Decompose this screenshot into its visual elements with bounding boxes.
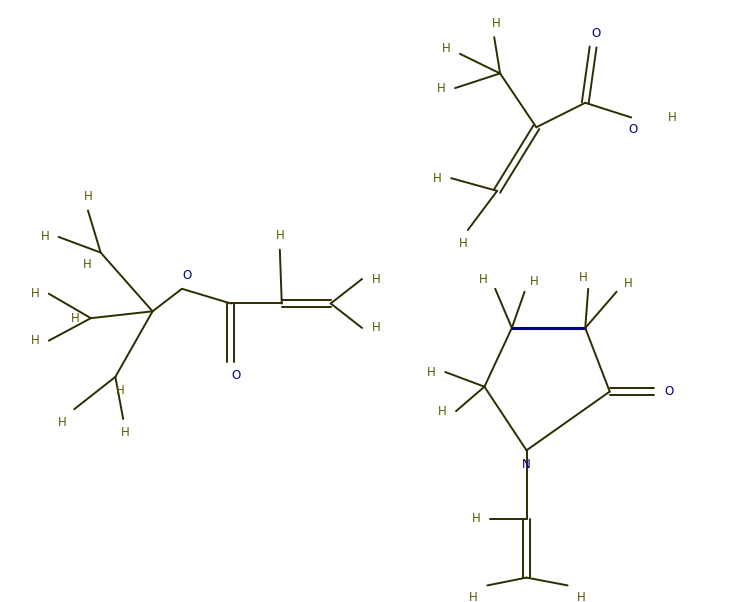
- Text: H: H: [41, 231, 50, 243]
- Text: H: H: [121, 426, 130, 439]
- Text: H: H: [668, 111, 677, 124]
- Text: H: H: [472, 512, 481, 526]
- Text: H: H: [438, 405, 447, 418]
- Text: H: H: [459, 237, 467, 250]
- Text: H: H: [116, 384, 125, 397]
- Text: H: H: [71, 312, 79, 324]
- Text: H: H: [371, 321, 380, 335]
- Text: O: O: [591, 26, 601, 40]
- Text: H: H: [577, 591, 585, 602]
- Text: O: O: [182, 268, 192, 282]
- Text: H: H: [371, 273, 380, 285]
- Text: H: H: [530, 276, 539, 288]
- Text: H: H: [442, 43, 451, 55]
- Text: H: H: [579, 270, 588, 284]
- Text: O: O: [628, 123, 638, 135]
- Text: H: H: [31, 287, 39, 300]
- Text: H: H: [427, 365, 436, 379]
- Text: H: H: [276, 229, 284, 243]
- Text: O: O: [231, 370, 241, 382]
- Text: O: O: [665, 385, 674, 398]
- Text: H: H: [492, 17, 501, 30]
- Text: H: H: [469, 591, 478, 602]
- Text: H: H: [84, 190, 93, 203]
- Text: H: H: [437, 82, 445, 95]
- Text: N: N: [522, 458, 531, 471]
- Text: H: H: [31, 334, 39, 347]
- Text: H: H: [624, 278, 633, 290]
- Text: H: H: [58, 417, 67, 429]
- Text: H: H: [82, 258, 91, 271]
- Text: H: H: [479, 273, 488, 285]
- Text: H: H: [433, 172, 442, 185]
